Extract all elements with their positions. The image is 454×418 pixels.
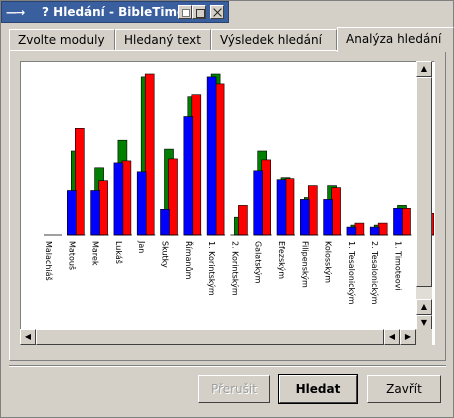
category-label: 2. Korintským <box>230 241 239 296</box>
category-label: Efezským <box>277 241 286 279</box>
scroll-left-button-2[interactable]: ◀ <box>384 329 400 345</box>
category-label: Lukáš <box>114 241 124 264</box>
bar-2-series-2 <box>98 180 108 236</box>
bar-13-series-0 <box>346 226 357 236</box>
bar-9-series-2 <box>261 159 271 236</box>
bar-4-series-0 <box>136 171 147 236</box>
bar-3-series-2 <box>121 160 132 236</box>
search-button[interactable]: Hledat <box>278 374 358 404</box>
scroll-left-button[interactable]: ◀ <box>20 329 36 345</box>
bar-14-series-0 <box>369 226 380 236</box>
bar-5-series-0 <box>160 209 170 236</box>
bar-12-series-2 <box>331 187 341 236</box>
vertical-scroll-thumb[interactable] <box>416 77 432 287</box>
tab-select-modules[interactable]: Zvolte moduly <box>9 29 115 51</box>
bar-6-series-0 <box>183 116 194 236</box>
tab-search-analysis[interactable]: Analýza hledání <box>337 27 454 52</box>
category-label: 1. Timoteovi <box>394 241 403 291</box>
restore-button[interactable] <box>192 5 206 19</box>
category-label: Galatským <box>254 241 263 284</box>
bar-11-series-2 <box>307 185 318 236</box>
bar-1-series-0 <box>66 190 77 236</box>
bar-15-series-0 <box>393 208 403 236</box>
title-bar[interactable]: —→ ? Hledání - BibleTime <box>1 1 229 23</box>
category-label: Malachiáš <box>44 241 54 281</box>
scroll-up-button[interactable]: ▲ <box>416 61 432 77</box>
bar-15-series-2 <box>401 208 411 236</box>
bar-13-series-2 <box>354 222 365 236</box>
bar-7-series-0 <box>206 76 217 236</box>
bar-10-series-0 <box>276 179 287 236</box>
category-label: 2. Tesalonickým <box>370 241 379 305</box>
close-button[interactable] <box>210 5 224 19</box>
bar-6-series-2 <box>191 94 202 236</box>
window-title-text: Hledání - BibleTime <box>53 5 186 19</box>
bar-7-series-2 <box>214 83 225 236</box>
analysis-chart-frame: Malachiáš Matouš Marek Lukáš Jan Skutky Římanů… <box>20 61 435 345</box>
category-label: 1. Tesalonickým <box>347 241 356 305</box>
bar-8-series-2 <box>238 205 248 236</box>
close-dialog-button[interactable]: Zavřít <box>367 375 441 403</box>
bar-10-series-2 <box>284 178 295 236</box>
bar-12-series-0 <box>323 199 333 236</box>
category-label: 1. Korintským <box>207 241 216 296</box>
bar-11-series-0 <box>299 199 310 236</box>
vertical-scrollbar[interactable]: ▲ ▲ ▼ <box>416 61 432 331</box>
category-label: Jan <box>137 240 146 253</box>
scroll-up-button-2[interactable]: ▲ <box>416 299 432 315</box>
category-label: Matouš <box>67 241 77 270</box>
bar-4-series-2 <box>144 73 155 236</box>
category-label: Marek <box>91 241 100 266</box>
horizontal-scrollbar[interactable]: ◀ ◀ ▶ <box>20 329 416 345</box>
separator <box>9 365 446 367</box>
category-label: Kolosským <box>324 241 333 283</box>
bar-9-series-0 <box>253 170 263 236</box>
interrupt-button[interactable]: Přerušit <box>198 375 270 403</box>
bar-3-series-0 <box>113 162 124 236</box>
category-label: Skutky <box>161 241 170 268</box>
tab-search-text[interactable]: Hledaný text <box>115 29 211 51</box>
category-label: Římanům <box>184 241 194 280</box>
category-label: Filipenským <box>300 241 309 288</box>
scrollbar-corner <box>416 329 432 345</box>
window-title: ? Hledání - BibleTime <box>42 5 185 19</box>
bar-1-series-2 <box>74 128 85 236</box>
maximize-button[interactable] <box>178 5 192 19</box>
horizontal-scroll-thumb[interactable] <box>36 329 384 345</box>
bar-2-series-0 <box>90 190 100 236</box>
analysis-chart: Malachiáš Matouš Marek Lukáš Jan Skutky Římanů… <box>44 73 434 305</box>
scroll-right-button[interactable]: ▶ <box>400 329 416 345</box>
bar-14-series-2 <box>377 222 388 236</box>
window-menu-icon[interactable]: —→ <box>6 6 25 19</box>
help-icon[interactable]: ? <box>42 5 49 19</box>
tab-search-results[interactable]: Výsledek hledání <box>211 29 337 51</box>
bar-5-series-2 <box>168 158 178 236</box>
analysis-panel <box>9 50 446 361</box>
